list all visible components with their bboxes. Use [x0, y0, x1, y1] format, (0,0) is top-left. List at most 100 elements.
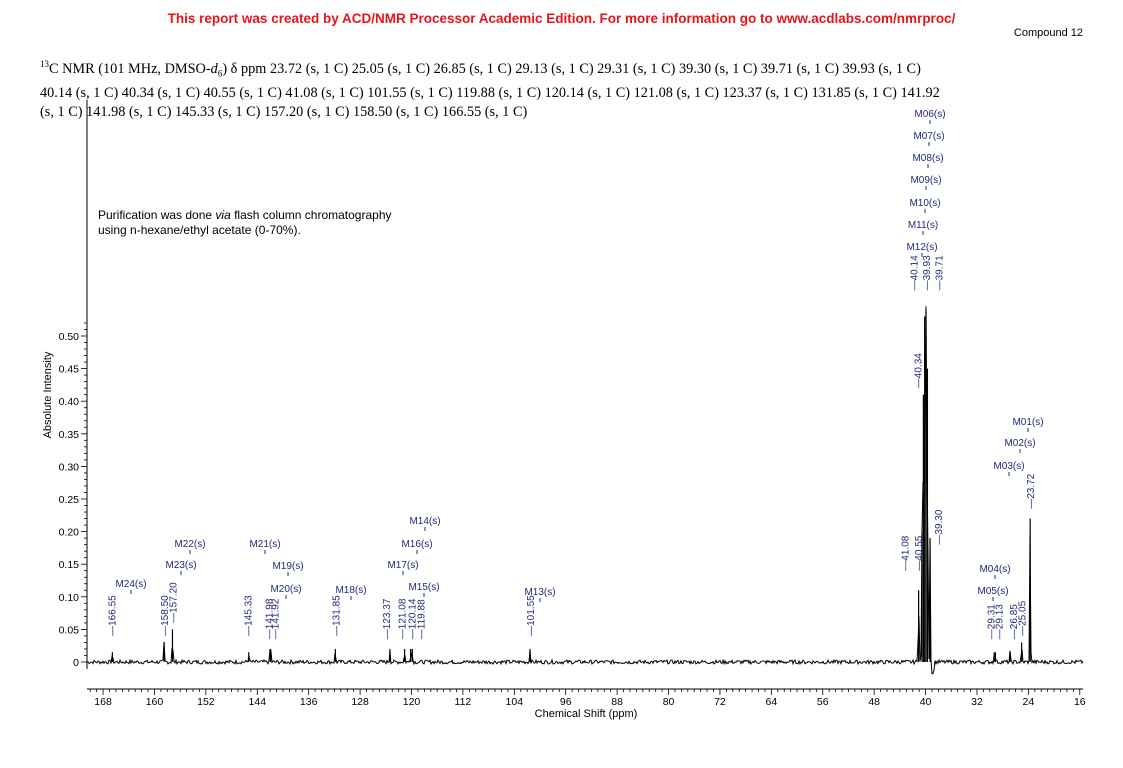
peak-label: —23.72	[1026, 473, 1037, 508]
multiplet-label: M16(s)	[401, 539, 432, 550]
x-tick-label: 112	[455, 696, 472, 708]
x-tick-label: 24	[1023, 696, 1035, 708]
multiplet-label: M24(s)	[115, 579, 146, 590]
multiplet-label: M21(s)	[249, 539, 280, 550]
nmr-line-1: 13C NMR (101 MHz, DMSO-d6) δ ppm 23.72 (…	[40, 55, 1090, 84]
peak-label: —119.88	[416, 599, 427, 639]
x-tick-label: 144	[249, 696, 267, 708]
solvent-sub: 6	[217, 68, 223, 79]
y-tick-label: 0.30	[59, 461, 80, 473]
nmr-line-1-rest: ) δ ppm 23.72 (s, 1 C) 25.05 (s, 1 C) 26…	[222, 60, 921, 77]
peak-label: —120.14	[408, 598, 419, 639]
x-tick-label: 48	[868, 696, 880, 708]
multiplet-label: M23(s)	[165, 560, 196, 571]
multiplet-label: M07(s)	[913, 131, 944, 142]
peak-label: —29.31	[986, 604, 997, 639]
peak-label: —145.33	[244, 595, 255, 636]
x-tick-label: 72	[714, 696, 726, 708]
nmr-peak-list: 13C NMR (101 MHz, DMSO-d6) δ ppm 23.72 (…	[40, 55, 1090, 122]
y-tick-label: 0.35	[59, 429, 80, 441]
solvent-d: d	[210, 60, 218, 77]
x-tick-label: 152	[197, 696, 215, 708]
peak-label: —40.14	[910, 255, 921, 290]
x-tick-label: 160	[146, 696, 164, 708]
multiplet-label: M20(s)	[270, 584, 301, 595]
multiplet-label: M17(s)	[387, 560, 418, 571]
peak-label: —39.71	[934, 255, 945, 290]
y-tick-label: 0.10	[59, 592, 80, 604]
multiplet-label: M13(s)	[524, 587, 555, 598]
multiplet-labels: M01(s) M02(s) M03(s) M04(s) M05(s) M06(s) M07(…	[115, 109, 1044, 602]
nmr-line-2: 40.14 (s, 1 C) 40.34 (s, 1 C) 40.55 (s, …	[40, 84, 940, 101]
peak-label: —141.98	[264, 598, 275, 639]
axes: 0 0.05 0.10 0.15 0.20 0.25 0.30 0.35 0.40 0.45 0.5…	[59, 100, 1086, 708]
multiplet-label: M22(s)	[174, 539, 205, 550]
spectrum-line	[86, 306, 1084, 675]
purification-note: Purification was done via flash column c…	[98, 208, 392, 237]
spectrum-trace	[86, 306, 1084, 675]
y-tick-label: 0.45	[59, 364, 80, 376]
multiplet-label: M14(s)	[409, 516, 440, 527]
y-tick-label: 0	[73, 657, 79, 669]
x-tick-label: 104	[506, 696, 524, 708]
peak-label: —40.34	[913, 353, 924, 388]
x-tick-label: 88	[611, 696, 623, 708]
x-tick-label: 80	[663, 696, 675, 708]
peak-label: —158.50	[160, 595, 171, 636]
peak-label: —25.05	[1018, 600, 1029, 635]
x-tick-label: 120	[403, 696, 421, 708]
peak-label: —131.85	[331, 595, 342, 636]
y-tick-label: 0.50	[59, 331, 80, 343]
x-tick-label: 128	[351, 696, 369, 708]
peak-label: —123.37	[382, 598, 393, 639]
peak-label: —39.93	[922, 255, 933, 290]
x-tick-label: 16	[1074, 696, 1086, 708]
note-line-1: Purification was done via flash column c…	[98, 208, 392, 222]
multiplet-label: M01(s)	[1012, 417, 1043, 428]
compound-label: Compound 12	[1013, 27, 1083, 39]
y-tick-label: 0.40	[59, 396, 80, 408]
report-banner: This report was created by ACD/NMR Proce…	[167, 11, 956, 26]
y-tick-label: 0.15	[59, 559, 80, 571]
peak-label: —40.55	[914, 535, 925, 570]
y-tick-label: 0.25	[59, 494, 80, 506]
y-tick-label: 0.20	[59, 527, 80, 539]
x-axis-label: Chemical Shift (ppm)	[535, 708, 638, 720]
multiplet-label: M06(s)	[914, 109, 945, 120]
multiplet-label: M10(s)	[909, 198, 940, 209]
x-tick-label: 32	[971, 696, 983, 708]
nucleus-mass: 13	[40, 59, 49, 69]
multiplet-label: M11(s)	[908, 220, 938, 231]
peak-label: —141.92	[271, 598, 282, 639]
peak-label: —29.13	[994, 604, 1005, 639]
peak-label: —39.30	[934, 509, 945, 544]
peak-labels: —166.55 —158.50—157.20 —145.33 —141.98—141.…	[107, 255, 1037, 639]
multiplet-label: M03(s)	[993, 461, 1024, 472]
peak-label: —41.08	[901, 535, 912, 570]
multiplet-label: M04(s)	[979, 564, 1010, 575]
nmr-line-3: (s, 1 C) 141.98 (s, 1 C) 145.33 (s, 1 C)…	[40, 103, 528, 120]
nmr-prefix: C NMR (101 MHz, DMSO-	[49, 60, 211, 77]
multiplet-label: M12(s)	[906, 242, 937, 253]
peak-label: —166.55	[107, 595, 118, 636]
multiplet-label: M18(s)	[335, 585, 366, 596]
peak-label: —101.55	[526, 595, 537, 636]
x-tick-label: 40	[920, 696, 932, 708]
x-tick-label: 96	[560, 696, 572, 708]
y-axis-label: Absolute Intensity	[42, 351, 54, 438]
x-tick-label: 136	[300, 696, 318, 708]
multiplet-label: M02(s)	[1004, 438, 1035, 449]
multiplet-label: M09(s)	[910, 175, 941, 186]
multiplet-label: M15(s)	[408, 582, 439, 593]
multiplet-label: M19(s)	[272, 561, 303, 572]
multiplet-label: M08(s)	[912, 153, 943, 164]
x-tick-label: 64	[766, 696, 778, 708]
x-tick-label: 56	[817, 696, 829, 708]
multiplet-label: M05(s)	[977, 586, 1008, 597]
note-line-2: using n-hexane/ethyl acetate (0-70%).	[98, 223, 301, 237]
peak-label: —121.08	[398, 598, 409, 639]
peak-label: —157.20	[169, 582, 180, 623]
x-tick-label: 168	[94, 696, 112, 708]
peak-label: —26.85	[1009, 604, 1020, 639]
